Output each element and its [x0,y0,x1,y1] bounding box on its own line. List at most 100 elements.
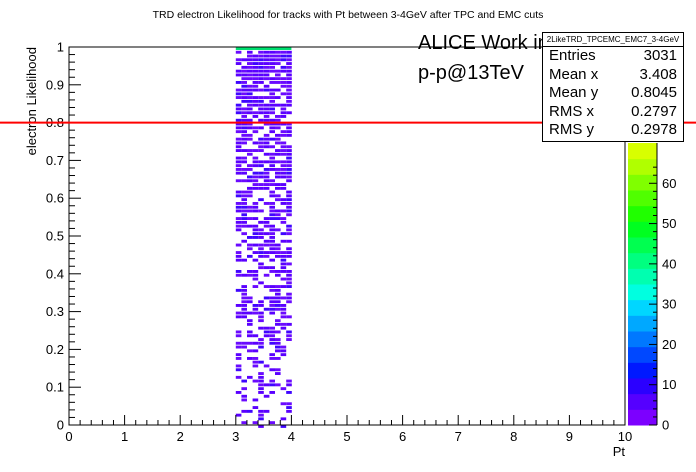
heatmap-cell [241,409,247,413]
heatmap-cell [241,307,247,311]
x-axis-label: Pt [613,444,626,459]
heatmap-cell [280,326,287,330]
heatmap-cell [241,65,247,69]
heatmap-cell [286,152,292,156]
heatmap-cell [269,213,275,217]
heatmap-cell [286,296,292,300]
heatmap-cell [263,107,270,111]
palette-swatch [628,315,657,332]
heatmap-cell [235,179,242,183]
palette-swatch [628,205,657,222]
heatmap-cell [258,62,264,65]
heatmap-cell [247,224,253,228]
heatmap-cell [286,69,292,73]
palette-swatch [628,409,657,426]
heatmap-cell [269,164,275,168]
heatmap-cell [263,254,270,258]
heatmap-cell [263,62,270,65]
heatmap-cell [269,156,275,160]
heatmap-cell [247,270,253,273]
heatmap-cell [263,73,270,77]
heatmap-cell [286,133,292,137]
heatmap-cell [269,88,275,92]
heatmap-cell [258,103,264,107]
heatmap-cell [258,228,264,232]
heatmap-cell [286,126,292,130]
heatmap-cell [286,84,292,88]
heatmap-cell [286,402,292,406]
heatmap-cell [286,270,292,273]
heatmap-cell [269,205,275,209]
heatmap-cell [241,300,247,304]
heatmap-cells [235,47,292,428]
heatmap-cell [252,217,259,220]
heatmap-cell [252,236,259,239]
heatmap-cell [275,349,281,353]
heatmap-cell [280,251,287,254]
heatmap-cell [286,277,292,281]
heatmap-cell [275,383,281,387]
palette-swatch [628,221,657,238]
heatmap-cell [252,285,259,288]
heatmap-cell [258,251,264,254]
heatmap-cell [280,262,287,266]
heatmap-cell [258,247,264,251]
palette-swatch [628,174,657,191]
heatmap-cell [286,281,292,285]
stats-label: Mean x [549,65,599,83]
heatmap-cell [269,62,275,65]
heatmap-cell [235,364,242,368]
heatmap-cell [252,421,259,425]
heatmap-cell [252,202,259,205]
heatmap-cell [263,307,270,311]
heatmap-cell [275,50,281,54]
heatmap-cell [241,84,247,88]
heatmap-cell [280,175,287,179]
heatmap-cell [280,277,287,281]
heatmap-cell [247,77,253,81]
heatmap-cell [286,194,292,198]
heatmap-cell [263,243,270,247]
heatmap-cell [275,58,281,62]
heatmap-cell [275,319,281,323]
heatmap-cell [275,217,281,220]
heatmap-cell [286,202,292,205]
heatmap-cell [252,406,259,409]
heatmap-cell [275,288,281,292]
stats-label: Entries [549,47,596,64]
heatmap-cell [247,164,253,168]
heatmap-cell [235,273,242,277]
heatmap-cell [269,266,275,270]
heatmap-cell [258,300,264,304]
heatmap-cell [247,330,253,334]
heatmap-cell [235,168,242,171]
stats-histogram-name: 2LikeTRD_TPCEMC_EMC7_3-4GeV [543,33,683,47]
heatmap-cell [247,103,253,107]
heatmap-cell [247,190,253,194]
y-tick-label: 0.7 [46,153,64,168]
palette-swatch [628,158,657,175]
heatmap-cell [280,69,287,73]
heatmap-cell [258,77,264,81]
heatmap-cell [269,58,275,62]
heatmap-cell [247,62,253,65]
heatmap-cell [258,220,264,224]
heatmap-cell [280,322,287,326]
heatmap-cell [247,311,253,315]
heatmap-cell [247,92,253,96]
heatmap-cell [252,258,259,262]
heatmap-cell [263,103,270,107]
heatmap-cell [247,296,253,300]
heatmap-cell [247,322,253,326]
heatmap-cell [275,285,281,288]
heatmap-cell [258,254,264,258]
heatmap-cell [241,292,247,296]
y-tick-label: 0.3 [46,304,64,319]
heatmap-cell [263,65,270,69]
x-tick-label: 0 [65,429,72,444]
heatmap-cell [275,175,281,179]
heatmap-cell [275,149,281,152]
heatmap-cell [241,73,247,77]
heatmap-cell [263,179,270,183]
heatmap-cell [258,126,264,130]
